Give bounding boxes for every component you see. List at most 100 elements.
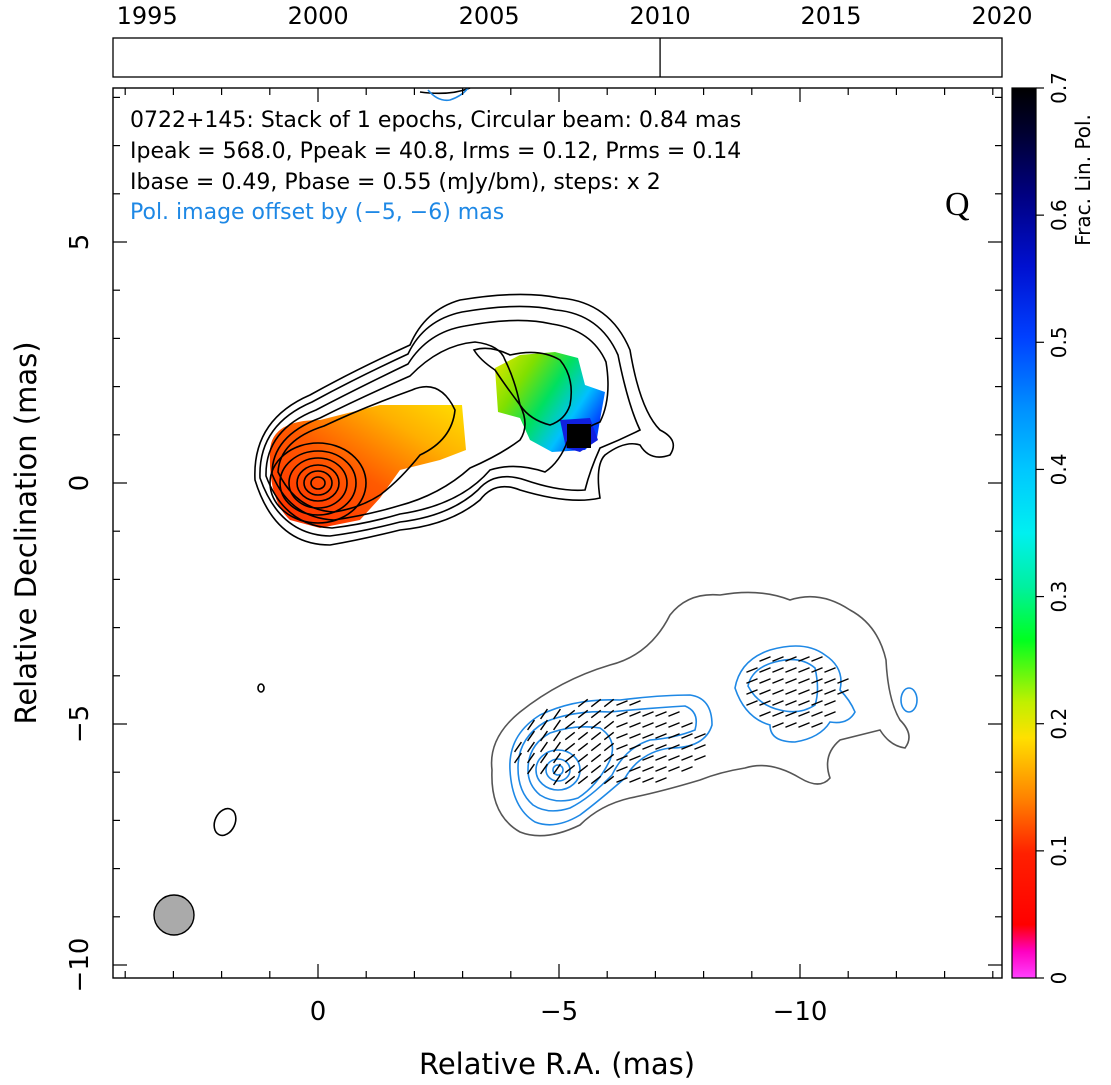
y-tick-label: 0	[65, 475, 95, 492]
evpa-tick	[616, 700, 628, 706]
evpa-tick	[552, 719, 562, 731]
colorbar-gradient	[1012, 88, 1036, 978]
evpa-tick	[772, 711, 784, 717]
stokes-i-contours	[213, 88, 675, 837]
evpa-tick	[552, 730, 562, 742]
pol-contour-5	[545, 758, 571, 782]
evpa-tick	[655, 777, 667, 783]
pol-contour-top-edge	[427, 88, 469, 102]
evpa-tick	[616, 777, 628, 783]
evpa-tick	[590, 775, 602, 785]
timeline-year-label: 2005	[459, 2, 520, 30]
evpa-tick	[629, 755, 641, 761]
colorbar-tick-label: 0.6	[1047, 199, 1071, 231]
plot-area: 0 −5 −10 5 0 −5 −10 0722+145: Stack of 1 epoch…	[65, 87, 1003, 1027]
evpa-tick	[694, 744, 706, 750]
colorbar-tick-label: 0.3	[1047, 581, 1071, 613]
evpa-tick	[616, 755, 628, 761]
evpa-tick	[655, 733, 667, 739]
evpa-tick	[603, 764, 615, 774]
evpa-tick	[629, 777, 641, 783]
evpa-tick	[564, 720, 576, 730]
pol-contour-isolated	[900, 687, 918, 713]
evpa-tick	[655, 711, 667, 717]
timeline-year-label: 2015	[800, 2, 861, 30]
evpa-tick	[811, 689, 823, 695]
evpa-tick	[772, 656, 784, 662]
evpa-tick	[526, 741, 536, 753]
evpa-tick	[629, 700, 641, 706]
evpa-tick	[642, 722, 654, 728]
frac-pol-core-patch	[269, 405, 466, 528]
evpa-tick	[746, 667, 758, 673]
evpa-tick	[811, 667, 823, 673]
colorbar-tick-label: 0.5	[1047, 326, 1071, 358]
evpa-tick	[526, 752, 536, 764]
evpa-tick	[798, 678, 810, 684]
evpa-tick	[603, 698, 615, 708]
contour-i-3	[265, 319, 609, 529]
evpa-tick	[759, 700, 771, 706]
evpa-tick	[759, 656, 771, 662]
evpa-tick	[668, 711, 680, 717]
evpa-tick	[539, 730, 549, 742]
x-axis-title: Relative R.A. (mas)	[419, 1047, 695, 1081]
evpa-tick	[616, 766, 628, 772]
colorbar-tick-label: 0.4	[1047, 454, 1071, 486]
band-label: Q	[945, 186, 970, 223]
plot-frame	[112, 87, 1003, 979]
x-tick-label: −10	[773, 997, 828, 1027]
contour-i-isolated-1	[213, 807, 237, 837]
evpa-tick	[798, 711, 810, 717]
evpa-tick	[629, 733, 641, 739]
evpa-tick	[772, 678, 784, 684]
evpa-tick	[539, 752, 549, 764]
evpa-tick	[642, 744, 654, 750]
evpa-tick	[668, 722, 680, 728]
pol-contour-knot-1	[734, 645, 856, 743]
evpa-tick	[746, 678, 758, 684]
evpa-tick	[629, 744, 641, 750]
timeline: 1995 2000 2005 2010 2015 2020	[112, 2, 1033, 78]
evpa-tick	[759, 711, 771, 717]
evpa-tick	[811, 700, 823, 706]
evpa-tick	[616, 744, 628, 750]
evpa-tick	[564, 709, 576, 719]
evpa-tick	[785, 656, 797, 662]
evpa-tick	[798, 667, 810, 673]
evpa-tick	[577, 731, 589, 741]
evpa-tick	[668, 733, 680, 739]
evpa-tick	[513, 741, 523, 753]
contour-i-6	[269, 442, 367, 524]
evpa-tick	[552, 774, 562, 786]
annotation-line-1: 0722+145: Stack of 1 epochs, Circular be…	[130, 108, 741, 133]
evpa-tick	[772, 689, 784, 695]
pol-contours	[427, 88, 918, 826]
evpa-tick	[603, 709, 615, 719]
timeline-year-label: 2020	[971, 2, 1032, 30]
timeline-year-label: 2000	[288, 2, 349, 30]
contour-i-11	[310, 476, 326, 490]
timeline-year-label: 2010	[630, 2, 691, 30]
evpa-tick	[577, 764, 589, 774]
evpa-tick	[642, 777, 654, 783]
evpa-tick	[564, 775, 576, 785]
evpa-tick	[811, 711, 823, 717]
evpa-tick	[772, 700, 784, 706]
evpa-tick	[577, 709, 589, 719]
evpa-tick	[564, 742, 576, 752]
x-tick-label: −5	[540, 997, 578, 1027]
colorbar-tick-label: 0	[1047, 972, 1071, 985]
evpa-tick	[785, 722, 797, 728]
evpa-tick	[798, 656, 810, 662]
evpa-tick	[694, 733, 706, 739]
contour-i-isolated-2	[257, 683, 265, 693]
evpa-tick	[526, 730, 536, 742]
evpa-tick	[655, 755, 667, 761]
evpa-tick	[655, 766, 667, 772]
evpa-tick	[642, 733, 654, 739]
beam-ellipse	[153, 894, 195, 936]
evpa-tick	[694, 755, 706, 761]
evpa-tick	[798, 722, 810, 728]
